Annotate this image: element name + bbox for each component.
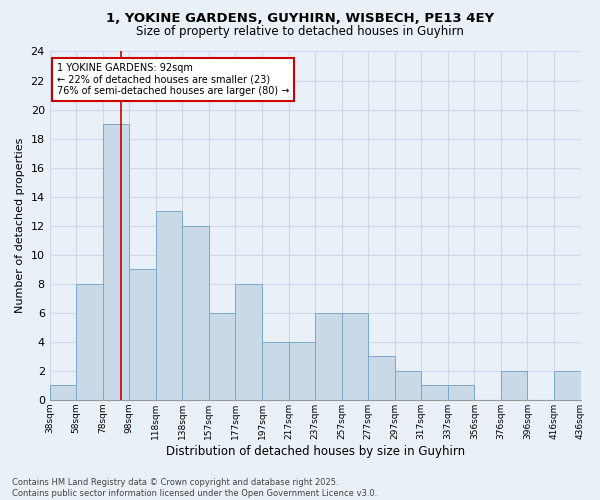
Bar (209, 312, 235, 400)
Bar (76, 284, 103, 400)
Bar (50, 386, 76, 400)
Bar (395, 371, 421, 400)
Bar (315, 312, 341, 400)
Bar (421, 386, 448, 400)
Bar (448, 386, 475, 400)
Text: 1 YOKINE GARDENS: 92sqm
← 22% of detached houses are smaller (23)
76% of semi-de: 1 YOKINE GARDENS: 92sqm ← 22% of detache… (57, 63, 289, 96)
Bar (368, 356, 395, 400)
Bar (182, 226, 209, 400)
Text: 1, YOKINE GARDENS, GUYHIRN, WISBECH, PE13 4EY: 1, YOKINE GARDENS, GUYHIRN, WISBECH, PE1… (106, 12, 494, 26)
Bar (235, 284, 262, 400)
Bar (289, 342, 315, 400)
Bar (554, 371, 581, 400)
Text: Contains HM Land Registry data © Crown copyright and database right 2025.
Contai: Contains HM Land Registry data © Crown c… (12, 478, 377, 498)
Bar (156, 211, 182, 400)
Y-axis label: Number of detached properties: Number of detached properties (15, 138, 25, 314)
Bar (501, 371, 527, 400)
Bar (129, 269, 156, 400)
Bar (103, 124, 129, 400)
X-axis label: Distribution of detached houses by size in Guyhirn: Distribution of detached houses by size … (166, 444, 464, 458)
Bar (262, 342, 289, 400)
Text: Size of property relative to detached houses in Guyhirn: Size of property relative to detached ho… (136, 25, 464, 38)
Bar (341, 312, 368, 400)
